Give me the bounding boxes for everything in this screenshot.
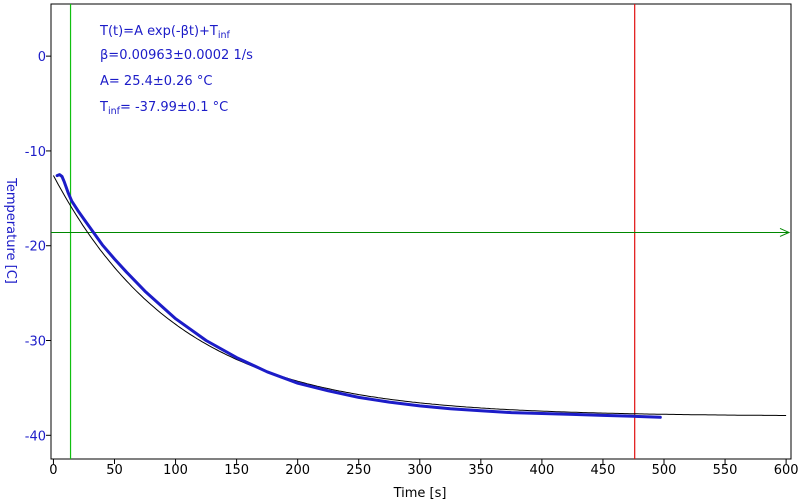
x-axis-title: Time [s]	[393, 486, 447, 501]
fit-curve	[52, 175, 787, 416]
fit-beta: β=0.00963±0.0002 1/s	[100, 48, 253, 63]
fit-amplitude: A= 25.4±0.26 °C	[100, 74, 212, 89]
y-tick-label: -20	[25, 240, 46, 255]
x-tick-label: 350	[468, 463, 493, 478]
x-tick-label: 0	[49, 463, 57, 478]
x-tick-label: 400	[529, 463, 554, 478]
plot-frame	[50, 3, 792, 460]
y-tick-label: -10	[25, 145, 46, 160]
x-tick-label: 600	[774, 463, 799, 478]
x-tick-label: 100	[163, 463, 188, 478]
crosshair-arrow-icon	[779, 227, 791, 237]
y-tick-label: -40	[25, 429, 46, 444]
x-tick-label: 300	[407, 463, 432, 478]
y-tick-label: -30	[25, 335, 46, 350]
marks-layer	[51, 4, 791, 459]
x-tick-label: 500	[652, 463, 677, 478]
y-axis-title: Temperature [C]	[3, 177, 18, 284]
x-tick-label: 250	[346, 463, 371, 478]
y-tick-label: 0	[38, 50, 46, 65]
fit-annotation: T(t)=A exp(-βt)+Tinf β=0.00963±0.0002 1/…	[99, 24, 253, 117]
ticks-layer: 0 50 100 150 200 250 300 350 400 450 500 550 600 0 -10…	[25, 50, 799, 478]
x-tick-label: 450	[591, 463, 616, 478]
x-tick-label: 200	[285, 463, 310, 478]
data-series-line	[55, 173, 662, 419]
fit-tinf: Tinf= -37.99±0.1 °C	[99, 100, 228, 117]
fit-equation: T(t)=A exp(-βt)+Tinf	[99, 24, 231, 41]
x-tick-label: 50	[106, 463, 123, 478]
x-tick-label: 150	[224, 463, 249, 478]
x-tick-label: 550	[713, 463, 738, 478]
